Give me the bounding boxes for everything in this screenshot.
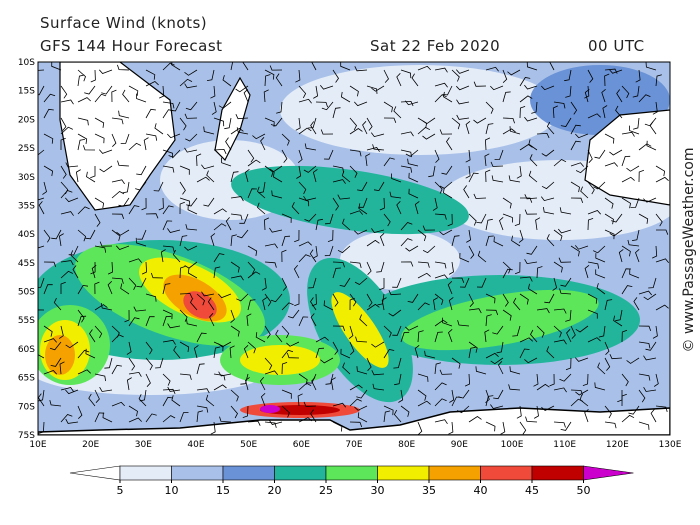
colorbar-bin — [222, 465, 275, 481]
colorbar-bin — [325, 465, 378, 481]
lon-label: 70E — [345, 440, 362, 450]
lat-label: 15S — [18, 87, 35, 97]
colorbar-label: 30 — [371, 484, 385, 497]
lon-label: 30E — [135, 440, 152, 450]
lat-label: 50S — [18, 288, 35, 298]
lat-label: 20S — [18, 115, 35, 125]
colorbar-label: 5 — [117, 484, 124, 497]
colorbar-bin — [119, 465, 172, 481]
colorbar-label: 15 — [216, 484, 230, 497]
map-title: Surface Wind (knots) — [40, 14, 207, 32]
colorbar-label: 10 — [165, 484, 179, 497]
lat-label: 40S — [18, 230, 35, 240]
colorbar-bin — [171, 465, 224, 481]
lon-label: 120E — [606, 440, 629, 450]
lat-label: 10S — [18, 58, 35, 68]
lon-label: 10E — [29, 440, 46, 450]
lon-label: 90E — [451, 440, 468, 450]
lon-label: 100E — [501, 440, 524, 450]
lat-labels: 10S 15S 20S 25S 30S 35S 40S 45S 50S 55S 60S 65S 70S 7… — [18, 58, 35, 441]
lon-label: 40E — [187, 440, 204, 450]
colorbar-label: 40 — [474, 484, 488, 497]
lat-label: 70S — [18, 402, 35, 412]
colorbar-bin — [531, 465, 584, 481]
lon-labels: 10E 20E 30E 40E 50E 60E 70E 80E 90E 100E 110E 120E 1… — [29, 440, 681, 450]
lat-label: 30S — [18, 173, 35, 183]
lat-label: 55S — [18, 316, 35, 326]
wind-barbs — [38, 62, 670, 435]
wind-field — [38, 62, 670, 435]
colorbar-end — [69, 465, 121, 481]
colorbar-label: 45 — [525, 484, 539, 497]
lat-label: 75S — [18, 431, 35, 441]
colorbar-bin — [377, 465, 430, 481]
lat-label: 25S — [18, 144, 35, 154]
lat-label: 65S — [18, 374, 35, 384]
lat-label: 45S — [18, 259, 35, 269]
lon-label: 60E — [293, 440, 310, 450]
colorbar-label: 20 — [268, 484, 282, 497]
colorbar-bin — [428, 465, 481, 481]
colorbar-end — [583, 465, 634, 481]
colorbar-label: 35 — [422, 484, 436, 497]
lon-label: 50E — [240, 440, 257, 450]
colorbar-label: 25 — [319, 484, 333, 497]
forecast-date: Sat 22 Feb 2020 — [370, 37, 500, 55]
lon-label: 20E — [82, 440, 99, 450]
colorbar-label: 50 — [577, 484, 591, 497]
lon-label: 110E — [553, 440, 576, 450]
lon-label: 130E — [659, 440, 682, 450]
lon-label: 80E — [398, 440, 415, 450]
colorbar-bin — [274, 465, 327, 481]
forecast-time: 00 UTC — [588, 37, 645, 55]
colorbar: 5 10 15 20 25 30 35 40 45 50 — [69, 465, 634, 497]
lat-label: 35S — [18, 201, 35, 211]
colorbar-bin — [480, 465, 533, 481]
map-frame — [37, 61, 671, 436]
credit: © www.PassageWeather.com — [681, 147, 697, 352]
model-line: GFS 144 Hour Forecast — [40, 37, 223, 55]
lat-label: 60S — [18, 345, 35, 355]
